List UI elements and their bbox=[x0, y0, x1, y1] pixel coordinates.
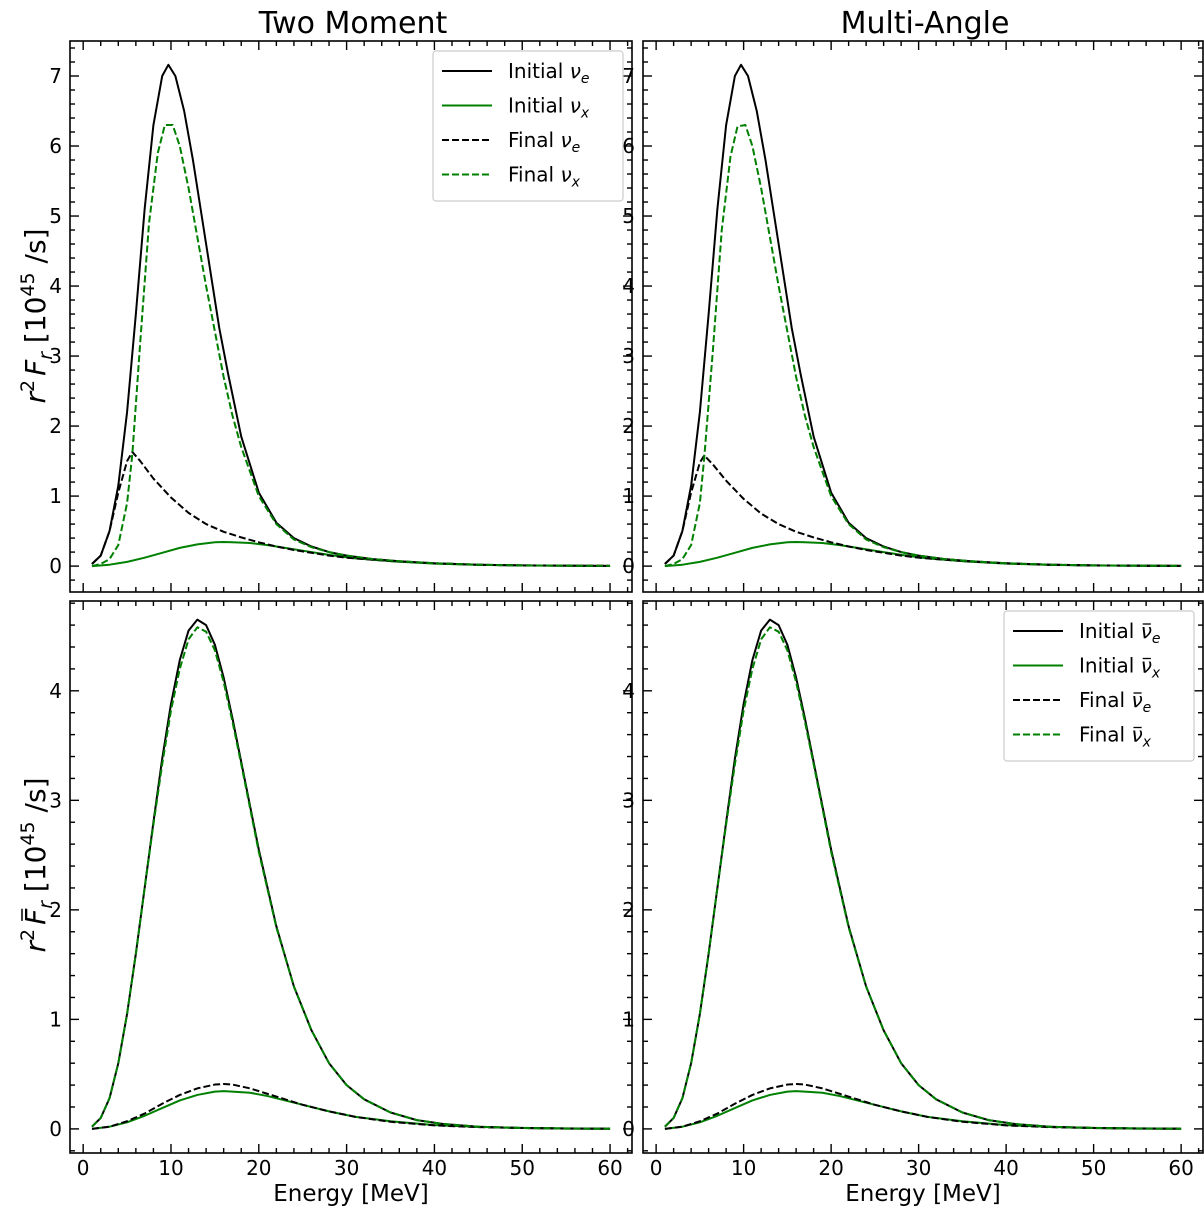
x-tick-label: 10 bbox=[731, 1156, 756, 1180]
y-tick-label: 0 bbox=[49, 1117, 62, 1141]
x-tick-label: 30 bbox=[334, 1156, 359, 1180]
y-tick-label: 4 bbox=[622, 274, 635, 298]
ticks bbox=[70, 41, 632, 592]
x-tick-label: 0 bbox=[650, 1156, 663, 1180]
xlabel-right: Energy [MeV] bbox=[845, 1181, 1001, 1207]
legend-box bbox=[1003, 610, 1195, 762]
y-tick-label: 3 bbox=[622, 344, 635, 368]
ylabels: r2Fr [1045 /s] r2Fr [1045 /s] bbox=[17, 228, 57, 952]
axis-frame bbox=[642, 40, 1204, 593]
x-tick-label: 20 bbox=[818, 1156, 843, 1180]
legend: Initial νe Initial νx Final νe Final νx bbox=[432, 50, 624, 202]
title-two-moment: Two Moment bbox=[258, 6, 448, 41]
y-axis-label: r2Fr [1045 /s] bbox=[17, 228, 57, 403]
panel-multi-angle-nu: 0 1 2 3 4 5 6 7 bbox=[622, 40, 1204, 593]
legend-label: Final νe bbox=[508, 128, 580, 156]
y-tick-label: 1 bbox=[622, 484, 635, 508]
y-tick-label: 3 bbox=[49, 788, 62, 812]
y-tick-label: 3 bbox=[622, 788, 635, 812]
axis-frame bbox=[69, 40, 633, 593]
y-axis-label: r2Fr [1045 /s] bbox=[17, 777, 57, 952]
y-tick-label: 3 bbox=[49, 344, 62, 368]
y-tick-label: 0 bbox=[49, 554, 62, 578]
axis-frame bbox=[69, 600, 633, 1154]
series-line-3 bbox=[664, 124, 1182, 568]
panels: 0 1 2 3 4 5 6 7 Initial νe Initial νx Final νe Fina… bbox=[49, 40, 1204, 1180]
ticks bbox=[70, 601, 632, 1153]
series-group bbox=[664, 63, 1182, 568]
x-tick-label: 10 bbox=[158, 1156, 183, 1180]
x-tick-label: 40 bbox=[993, 1156, 1018, 1180]
legend-label: Final νx bbox=[1079, 723, 1152, 751]
y-tick-label: 7 bbox=[49, 64, 62, 88]
axis-frame bbox=[642, 600, 1204, 1154]
y-tick-label: 7 bbox=[622, 64, 635, 88]
series-line-3 bbox=[91, 124, 611, 568]
series-group bbox=[91, 618, 611, 1130]
y-tick-label: 4 bbox=[49, 679, 62, 703]
series-line-2 bbox=[664, 1083, 1182, 1130]
y-tick-label: 4 bbox=[49, 274, 62, 298]
y-tick-label: 2 bbox=[49, 414, 62, 438]
legend-label: Final νx bbox=[508, 163, 581, 191]
y-tick-label: 6 bbox=[622, 134, 635, 158]
ticks bbox=[643, 41, 1203, 592]
panel-two-moment-nu: 0 1 2 3 4 5 6 7 Initial νe Initial νx Final νe Fina… bbox=[49, 40, 633, 593]
legend-label: Initial νe bbox=[508, 59, 590, 87]
legend-box bbox=[432, 50, 624, 202]
y-tick-label: 1 bbox=[49, 1007, 62, 1031]
series-line-3 bbox=[91, 626, 611, 1130]
series-group bbox=[91, 63, 611, 568]
y-tick-label: 0 bbox=[622, 1117, 635, 1141]
x-tick-label: 50 bbox=[1081, 1156, 1106, 1180]
legend-label: Initial νx bbox=[508, 94, 590, 122]
title-multi-angle: Multi-Angle bbox=[841, 6, 1010, 41]
y-tick-label: 5 bbox=[49, 204, 62, 228]
series-group bbox=[664, 618, 1182, 1130]
legend: Initial νe Initial νx Final νe Final νx bbox=[1003, 610, 1195, 762]
x-tick-label: 20 bbox=[246, 1156, 271, 1180]
x-tick-label: 40 bbox=[422, 1156, 447, 1180]
x-tick-label: 30 bbox=[906, 1156, 931, 1180]
xlabel-left: Energy [MeV] bbox=[273, 1181, 429, 1207]
x-tick-label: 50 bbox=[510, 1156, 535, 1180]
y-tick-label: 2 bbox=[622, 898, 635, 922]
ticks bbox=[643, 601, 1203, 1153]
y-tick-label: 1 bbox=[49, 484, 62, 508]
x-tick-label: 0 bbox=[77, 1156, 90, 1180]
series-line-2 bbox=[91, 1083, 611, 1130]
legend-label: Final νe bbox=[1079, 688, 1151, 716]
series-line-3 bbox=[664, 626, 1182, 1130]
legend-label: Initial νe bbox=[1079, 619, 1161, 647]
y-tick-label: 0 bbox=[622, 554, 635, 578]
y-tick-label: 5 bbox=[622, 204, 635, 228]
y-tick-label: 4 bbox=[622, 679, 635, 703]
legend-label: Initial νx bbox=[1079, 654, 1161, 682]
x-tick-label: 60 bbox=[1168, 1156, 1193, 1180]
y-tick-label: 2 bbox=[622, 414, 635, 438]
y-tick-label: 1 bbox=[622, 1007, 635, 1031]
y-tick-label: 6 bbox=[49, 134, 62, 158]
x-tick-label: 60 bbox=[597, 1156, 622, 1180]
y-tick-label: 2 bbox=[49, 898, 62, 922]
